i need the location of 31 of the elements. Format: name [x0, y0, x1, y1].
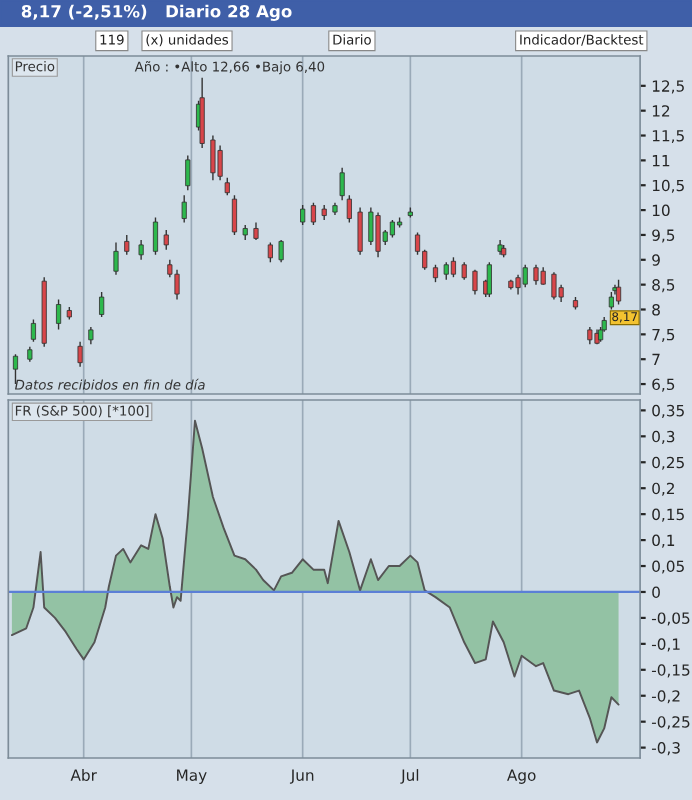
candlestick: [185, 154, 191, 191]
candlestick: [99, 291, 105, 318]
candlestick: [551, 271, 557, 301]
candlestick: [522, 264, 528, 288]
candlestick: [217, 144, 223, 181]
candlestick: [163, 229, 169, 251]
candlestick: [55, 298, 62, 331]
candlestick: [12, 353, 19, 385]
candlestick: [113, 241, 119, 276]
candlestick: [199, 77, 205, 149]
candlestick: [77, 341, 83, 368]
candlestick: [533, 264, 539, 286]
candlestick: [138, 239, 144, 261]
candlestick: [231, 194, 238, 236]
candlestick: [375, 211, 381, 259]
candlestick: [210, 134, 216, 181]
candlestick: [300, 204, 306, 226]
candlestick: [124, 234, 130, 256]
candlestick: [339, 167, 345, 201]
candlestick: [278, 239, 284, 263]
candlestick: [267, 241, 273, 263]
candlestick: [152, 216, 159, 256]
candlestick: [310, 201, 317, 226]
chart-title: 8,17 (-2,51%) Diario 28 Ago: [21, 4, 292, 21]
candlestick: [450, 256, 457, 278]
candlestick: [515, 274, 521, 296]
candlestick: [472, 269, 478, 296]
candlestick: [30, 318, 37, 343]
candlestick: [181, 194, 187, 224]
candlestick: [346, 194, 352, 224]
candlestick: [357, 206, 363, 256]
